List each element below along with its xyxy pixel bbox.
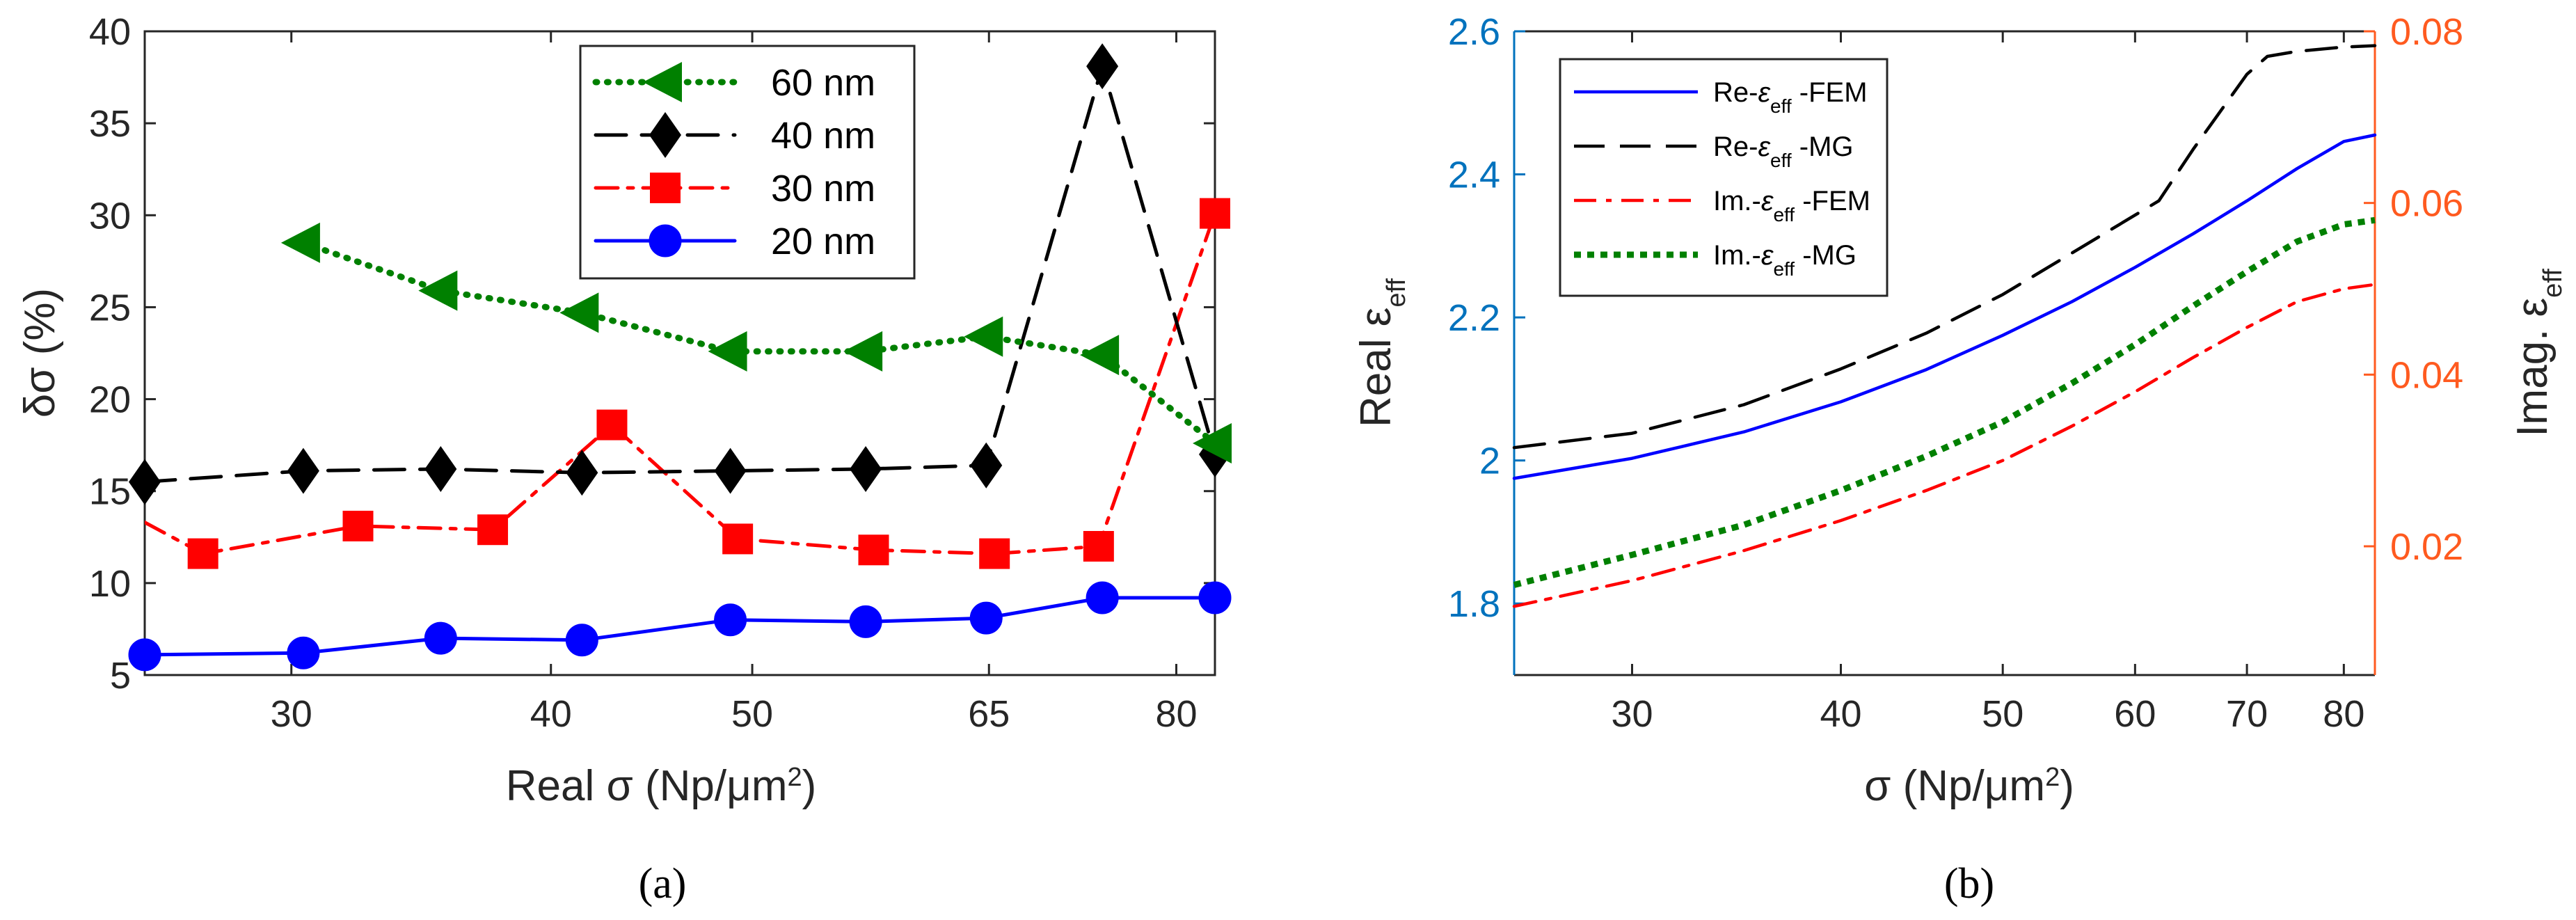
panel-b-label: (b) <box>1944 860 1994 907</box>
panel-b-legend-1-label: Re-εeff -MG <box>1713 132 1854 171</box>
series-20-nm-point <box>128 638 161 672</box>
panel-a-ticks: 5 10 15 20 25 30 35 40 30 40 50 65 80 <box>89 11 1215 735</box>
panel-a-y-tick-label: 40 <box>89 11 131 53</box>
series-30-nm-point <box>596 409 628 441</box>
panel-b-legend-2-label: Im.-εeff -FEM <box>1713 186 1870 225</box>
series-30-nm-point <box>187 538 218 569</box>
legend-20-nm-marker <box>649 224 682 257</box>
series-20-nm-point <box>969 601 1003 635</box>
panel-b-right-tick-label: 0.08 <box>2390 11 2463 53</box>
panel-a-markers-group <box>128 43 1232 672</box>
series-30-nm-point <box>477 514 509 546</box>
series-20-nm-point <box>714 603 747 637</box>
series-40-nm-point <box>566 450 598 496</box>
panel-b-x-tick-label: 70 <box>2226 693 2268 735</box>
panel-b-x-tick-label: 40 <box>1820 693 1861 735</box>
panel-a-x-tick-label: 65 <box>968 693 1010 735</box>
panel-a-x-axis-label: Real σ (Np/μm2) <box>506 762 817 810</box>
panel-a-x-tick-label: 50 <box>731 693 773 735</box>
panel-b-left-y-axis-label: Real εeff <box>1352 278 1411 427</box>
series-60-nm-point <box>843 331 883 372</box>
panel-a-y-axis-label: δσ (%) <box>16 288 64 418</box>
panel-b-right-y-axis-label: Imag. εeff <box>2509 269 2568 437</box>
panel-b-series-2-line <box>1512 283 2377 608</box>
series-40-nm-point <box>129 459 161 505</box>
series-20-nm-point <box>1086 581 1119 614</box>
panel-b-legend: Re-εeff -FEM Re-εeff -MG Im.-εeff -FEM Im.-… <box>1559 58 1889 297</box>
panel-b-series-0-line <box>1512 133 2377 480</box>
panel-a-y-tick-label: 30 <box>89 195 131 237</box>
panel-b-left-tick-label: 1.8 <box>1448 583 1500 625</box>
series-30-nm-point <box>722 523 754 555</box>
panel-a-y-tick-label: 10 <box>89 563 131 605</box>
series-40-nm-point <box>970 442 1003 489</box>
panel-b-legend-3-label: Im.-εeff -MG <box>1713 240 1857 280</box>
series-60-nm-point <box>964 316 1003 357</box>
panel-b-right-tick-label: 0.02 <box>2390 526 2463 568</box>
legend-30-nm-marker <box>650 173 681 203</box>
legend-40-nm-marker <box>649 112 681 158</box>
panel-a-legend: 60 nm 40 nm 30 nm 20 nm <box>579 45 916 280</box>
panel-a-label: (a) <box>639 860 687 907</box>
panel-b-ticks: 1.8 2 2.2 2.4 2.6 0.02 0.04 0.06 0.08 30 40 50 60 70 8… <box>1448 11 2463 735</box>
series-60-nm-point <box>559 292 599 333</box>
series-40-nm-point <box>424 446 457 492</box>
panel-a-series <box>128 43 1232 672</box>
series-30-nm-line <box>145 212 1215 556</box>
panel-b-x-tick-label: 50 <box>1982 693 2024 735</box>
panel-a-y-tick-label: 15 <box>89 471 131 513</box>
series-20-nm-point <box>424 621 457 655</box>
panel-a-y-tick-label: 5 <box>110 655 131 697</box>
series-30-nm-point <box>1083 531 1114 562</box>
series-60-nm-point <box>418 270 458 311</box>
legend-30-nm-label: 30 nm <box>771 168 875 209</box>
panel-b-left-tick-label: 2 <box>1479 441 1500 482</box>
series-20-nm-point <box>565 624 598 657</box>
series-20-nm-point <box>849 605 882 638</box>
panel-b-x-tick-label: 30 <box>1611 693 1653 735</box>
series-60-nm-point <box>1193 423 1232 463</box>
panel-b-x-tick-label: 80 <box>2323 693 2364 735</box>
panel-b-chart: 1.8 2 2.2 2.4 2.6 0.02 0.04 0.06 0.08 30 40 50 60 70 8… <box>1352 11 2568 907</box>
panel-b-left-tick-label: 2.4 <box>1448 154 1500 196</box>
panel-b-right-tick-label: 0.06 <box>2390 183 2463 225</box>
series-20-nm-point <box>1198 581 1232 614</box>
series-20-nm-point <box>287 636 320 669</box>
legend-20-nm-label: 20 nm <box>771 221 875 262</box>
series-60-nm-point <box>708 331 747 372</box>
series-30-nm-point <box>979 538 1010 569</box>
panel-b-right-tick-label: 0.04 <box>2390 354 2463 396</box>
panel-b-legend-0-label: Re-εeff -FEM <box>1713 77 1868 117</box>
panel-a-x-tick-label: 80 <box>1155 693 1197 735</box>
series-40-nm-point <box>850 446 882 492</box>
series-60-nm-point <box>280 222 320 263</box>
series-30-nm-point <box>1200 198 1230 229</box>
panel-b-left-tick-label: 2.6 <box>1448 11 1500 53</box>
panel-b-x-tick-label: 60 <box>2114 693 2156 735</box>
panel-b-left-tick-label: 2.2 <box>1448 297 1500 339</box>
series-60-nm-line <box>300 239 1215 447</box>
series-30-nm-point <box>858 534 889 566</box>
panel-a-chart: 5 10 15 20 25 30 35 40 30 40 50 65 80 δσ (%) Real σ … <box>16 11 1232 907</box>
series-30-nm-point <box>342 510 374 541</box>
panel-b-series-3-line <box>1513 216 2376 588</box>
panel-a-y-tick-label: 20 <box>89 379 131 421</box>
series-60-nm-point <box>1080 335 1120 376</box>
panel-a-y-tick-label: 35 <box>89 103 131 145</box>
series-40-nm-line <box>145 64 1215 484</box>
series-40-nm-point <box>1086 43 1119 90</box>
legend-40-nm-label: 40 nm <box>771 115 875 157</box>
panel-b-series <box>1512 44 2377 608</box>
legend-60-nm-marker <box>643 62 682 102</box>
series-40-nm-point <box>287 447 319 494</box>
panel-a-x-tick-label: 40 <box>530 693 572 735</box>
panel-b-series-1-line <box>1512 44 2377 450</box>
panel-a-x-tick-label: 30 <box>271 693 312 735</box>
series-40-nm-point <box>714 447 747 494</box>
legend-60-nm-label: 60 nm <box>771 62 875 104</box>
panel-a-y-tick-label: 25 <box>89 287 131 328</box>
panel-b-x-axis-label: σ (Np/μm2) <box>1864 762 2074 810</box>
